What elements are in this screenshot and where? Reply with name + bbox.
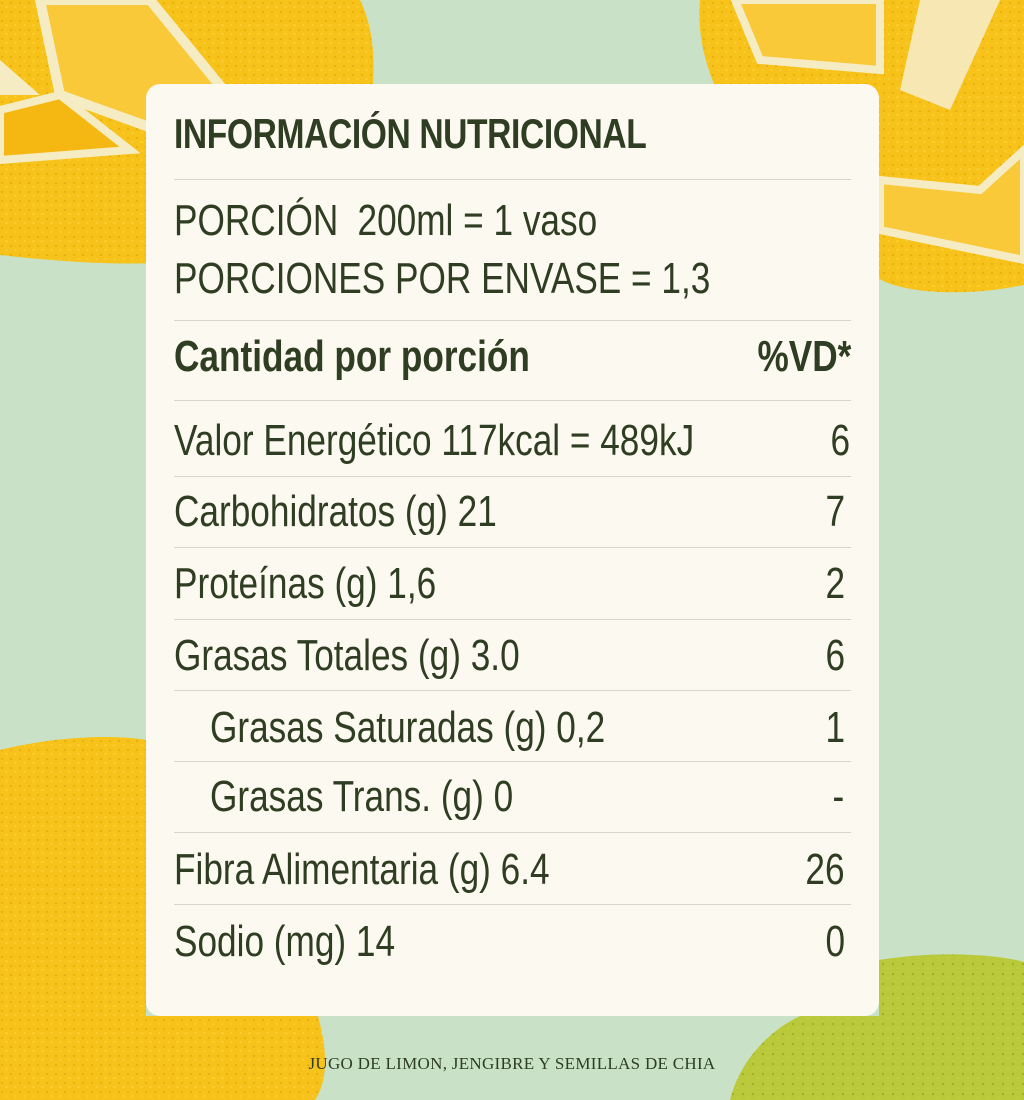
- nutrient-row-total-fat: Grasas Totales (g) 3.0 6: [174, 621, 851, 691]
- nutrient-dv: 0: [825, 917, 845, 966]
- serving-size: PORCIÓN 200ml = 1 vaso: [174, 196, 597, 246]
- nutrient-row-protein: Proteínas (g) 1,6 2: [174, 549, 851, 619]
- nutrient-name: Valor Energético 117kcal = 489kJ: [174, 416, 695, 465]
- nutrient-dv: 6: [825, 631, 845, 680]
- divider: [174, 832, 851, 833]
- nutrient-name: Grasas Trans. (g) 0: [210, 772, 514, 821]
- nutrient-dv: 6: [830, 416, 851, 465]
- lemon-bottom-left: [0, 737, 326, 1100]
- nutrient-row-carbohydrates: Carbohidratos (g) 21 7: [174, 477, 851, 547]
- nutrient-row-trans-fat: Grasas Trans. (g) 0 -: [174, 762, 851, 832]
- nutrient-dv: -: [832, 772, 845, 821]
- nutrient-name: Fibra Alimentaria (g) 6.4: [174, 845, 550, 894]
- nutrient-dv: 1: [825, 703, 845, 752]
- divider: [174, 179, 851, 180]
- nutrient-dv: 7: [825, 487, 845, 536]
- servings-per-container: PORCIONES POR ENVASE = 1,3: [174, 254, 711, 303]
- divider: [174, 690, 851, 691]
- table-header: Cantidad por porción %VD*: [174, 332, 851, 382]
- amount-per-serving-label: Cantidad por porción: [174, 332, 530, 381]
- divider: [174, 761, 851, 762]
- nutrient-row-sodium: Sodio (mg) 14 0: [174, 907, 851, 977]
- serving-value: 200ml = 1 vaso: [357, 196, 598, 245]
- divider: [174, 320, 851, 321]
- divider: [174, 547, 851, 548]
- nutrient-dv: 2: [825, 559, 845, 608]
- nutrient-name: Carbohidratos (g) 21: [174, 487, 497, 536]
- nutrient-dv: 26: [805, 845, 845, 894]
- daily-value-label: %VD*: [757, 332, 851, 381]
- serving-label: PORCIÓN: [174, 196, 339, 245]
- panel-title: INFORMACIÓN NUTRICIONAL: [174, 110, 647, 157]
- nutrient-row-dietary-fiber: Fibra Alimentaria (g) 6.4 26: [174, 835, 851, 905]
- nutrient-name: Proteínas (g) 1,6: [174, 559, 437, 608]
- nutrient-name: Sodio (mg) 14: [174, 917, 396, 966]
- divider: [174, 904, 851, 905]
- divider: [174, 619, 851, 620]
- divider: [174, 476, 851, 477]
- lime-bottom-right: [730, 954, 1024, 1100]
- product-name: JUGO DE LIMON, JENGIBRE Y SEMILLAS DE CH…: [308, 1054, 716, 1073]
- nutrient-name: Grasas Saturadas (g) 0,2: [210, 703, 606, 752]
- nutrient-name: Grasas Totales (g) 3.0: [174, 631, 520, 680]
- nutrition-facts-panel: INFORMACIÓN NUTRICIONAL PORCIÓN 200ml = 1…: [146, 84, 879, 1016]
- divider: [174, 400, 851, 401]
- nutrient-row-energy: Valor Energético 117kcal = 489kJ 6: [174, 406, 851, 476]
- nutrient-row-saturated-fat: Grasas Saturadas (g) 0,2 1: [174, 693, 851, 763]
